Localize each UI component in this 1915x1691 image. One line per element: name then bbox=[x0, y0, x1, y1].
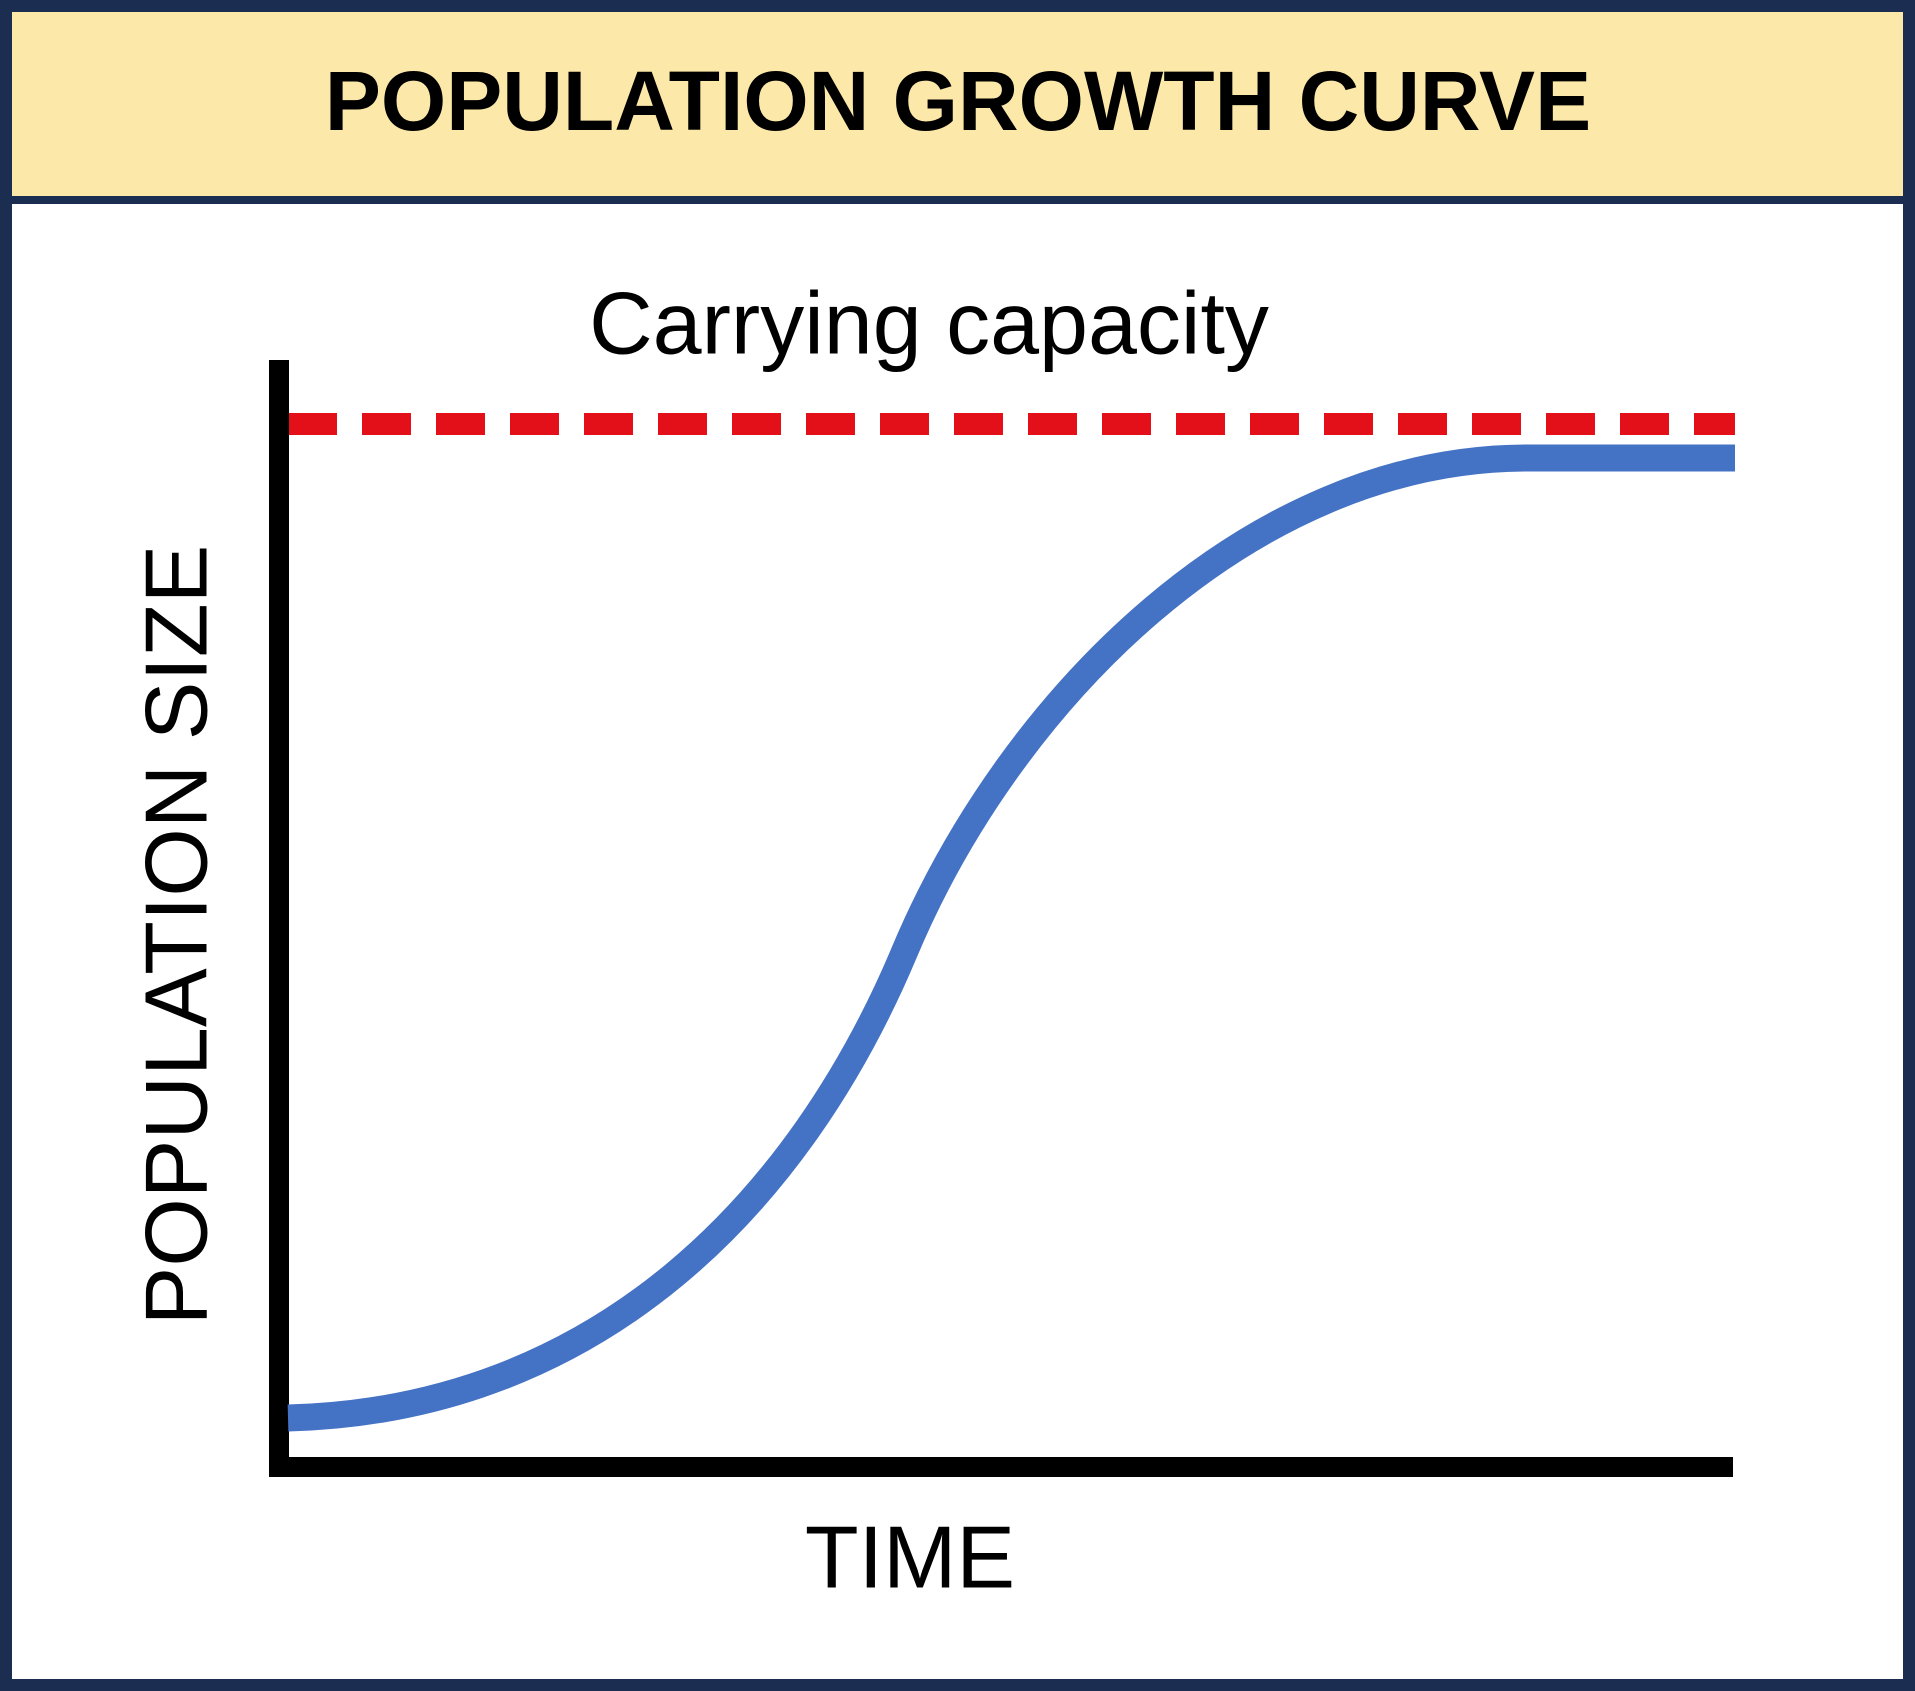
x-axis-label: TIME bbox=[805, 1507, 1015, 1606]
title: POPULATION GROWTH CURVE bbox=[325, 54, 1591, 148]
title-band bbox=[6, 6, 1909, 198]
y-axis-label: POPULATION SIZE bbox=[126, 545, 225, 1326]
growth-curve bbox=[287, 444, 1735, 1432]
carrying-capacity-label: Carrying capacity bbox=[589, 273, 1269, 372]
